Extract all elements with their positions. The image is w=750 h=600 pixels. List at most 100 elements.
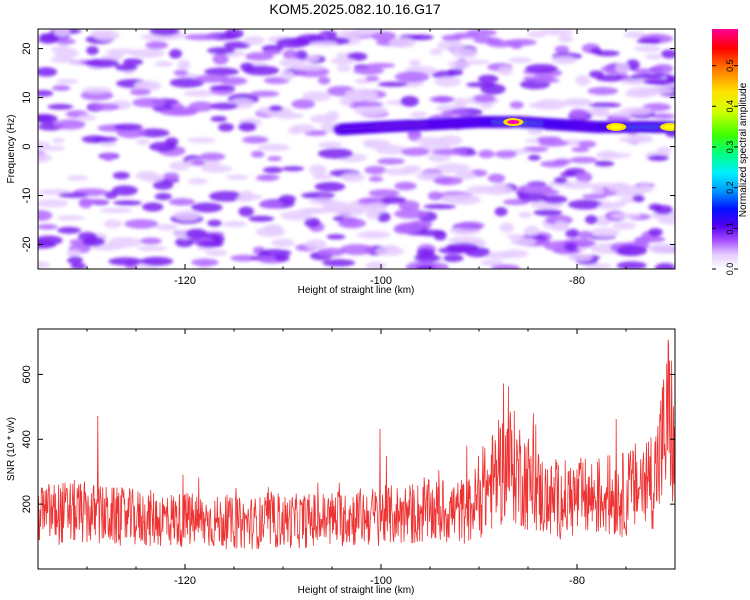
heatmap-blob (494, 181, 507, 192)
heatmap-blob (136, 245, 167, 252)
heatmap-blob (647, 154, 669, 162)
heatmap-blob (224, 29, 244, 39)
heatmap-blob (434, 76, 462, 87)
heatmap-blob (571, 146, 590, 153)
heatmap-blob (68, 59, 82, 66)
heatmap-blob (394, 71, 430, 83)
heatmap-blob (538, 139, 569, 147)
heatmap-blob (209, 190, 244, 202)
heatmap-blob (104, 191, 118, 199)
heatmap-blob (338, 30, 373, 37)
heatmap-blob (279, 58, 305, 68)
snr-frame (37, 328, 676, 570)
heatmap-blob (173, 210, 201, 221)
heatmap-blob (562, 181, 593, 190)
heatmap-blob (54, 29, 70, 37)
heatmap-blob (55, 38, 76, 45)
heatmap-blob (615, 62, 630, 74)
colorbar-tick-label: 0.4 (725, 100, 735, 113)
heatmap-blob (597, 152, 632, 159)
heatmap-blob (594, 160, 615, 167)
heatmap-blob (111, 185, 138, 196)
heatmap-blob (326, 234, 346, 240)
heatmap-blob (250, 90, 280, 98)
heatmap-blob (633, 68, 654, 74)
heatmap-blob (510, 41, 523, 50)
heatmap-blob (70, 263, 87, 269)
heatmap-blob (102, 152, 115, 162)
heatmap-blob (631, 73, 664, 79)
heatmap-blob (497, 66, 513, 76)
heatmap-blob (654, 263, 675, 269)
heatmap-blob (517, 192, 548, 203)
heatmap-blob (51, 85, 71, 91)
bottom-y-tick-label: 600 (21, 365, 33, 383)
heatmap-blob (197, 240, 224, 248)
heatmap-blob (132, 97, 166, 108)
heatmap-blob (353, 101, 384, 107)
top-y-tick-label: -10 (21, 188, 33, 204)
heatmap-blob (657, 217, 675, 225)
heatmap-blob (432, 148, 469, 156)
heatmap-blob (454, 97, 468, 108)
heatmap-blob (308, 164, 327, 176)
heatmap-blob (187, 137, 216, 144)
top-y-tick-label: 0 (21, 143, 33, 149)
heatmap-blob (620, 107, 653, 116)
heatmap-blob (478, 74, 499, 84)
heatmap-blob (578, 230, 593, 239)
heatmap-blob (67, 175, 89, 181)
heatmap-blob (38, 145, 66, 151)
heatmap-blob (199, 152, 226, 161)
heatmap-blob (587, 86, 619, 96)
heatmap-blob (160, 108, 197, 116)
heatmap-blob (248, 215, 275, 222)
heatmap-blob (57, 226, 82, 234)
heatmap-blob (280, 210, 313, 221)
heatmap-blob (99, 207, 133, 214)
heatmap-blob (568, 199, 603, 210)
heatmap-blob (113, 123, 143, 131)
heatmap-blob (648, 203, 663, 211)
heatmap-blob (408, 59, 421, 66)
heatmap-blob (632, 194, 645, 203)
heatmap-blob (353, 67, 385, 75)
heatmap-blob (518, 211, 533, 219)
heatmap-blob (589, 227, 620, 238)
colorbar-tick-label: 0.3 (725, 141, 735, 154)
heatmap-blob (437, 40, 465, 51)
heatmap-blob (135, 171, 158, 181)
bottom-x-tick-label: -100 (370, 575, 392, 587)
heatmap-blob (56, 215, 85, 221)
heatmap-frame (37, 28, 676, 270)
heatmap-blob (105, 48, 140, 55)
heatmap-blob (606, 116, 630, 122)
heatmap-blob (364, 165, 387, 175)
heatmap-blob (634, 45, 662, 53)
heatmap-blob (585, 214, 598, 225)
top-y-tick-label: -20 (21, 237, 33, 253)
bottom-x-axis-label: Height of straight line (km) (298, 585, 415, 596)
heatmap-blob (607, 184, 632, 193)
heatmap-blob (434, 163, 471, 173)
heatmap-blob (560, 171, 577, 178)
heatmap-blob (50, 46, 70, 52)
heatmap-blob (38, 153, 52, 163)
heatmap-blob (168, 198, 196, 206)
heatmap-blob (38, 223, 58, 230)
heatmap-blob (575, 75, 591, 86)
heatmap-blob (344, 88, 378, 100)
heatmap-blob (187, 177, 208, 185)
heatmap-blob (366, 62, 396, 69)
heatmap-blob (294, 50, 308, 61)
heatmap-blob (416, 265, 435, 269)
heatmap-blob (414, 253, 441, 263)
heatmap-blob (368, 176, 384, 182)
heatmap-blob (136, 138, 151, 145)
heatmap-blob (93, 29, 120, 41)
heatmap-blob (588, 70, 604, 79)
heatmap-blob (578, 140, 597, 148)
heatmap-blob (339, 96, 355, 106)
heatmap-blob (636, 38, 662, 44)
